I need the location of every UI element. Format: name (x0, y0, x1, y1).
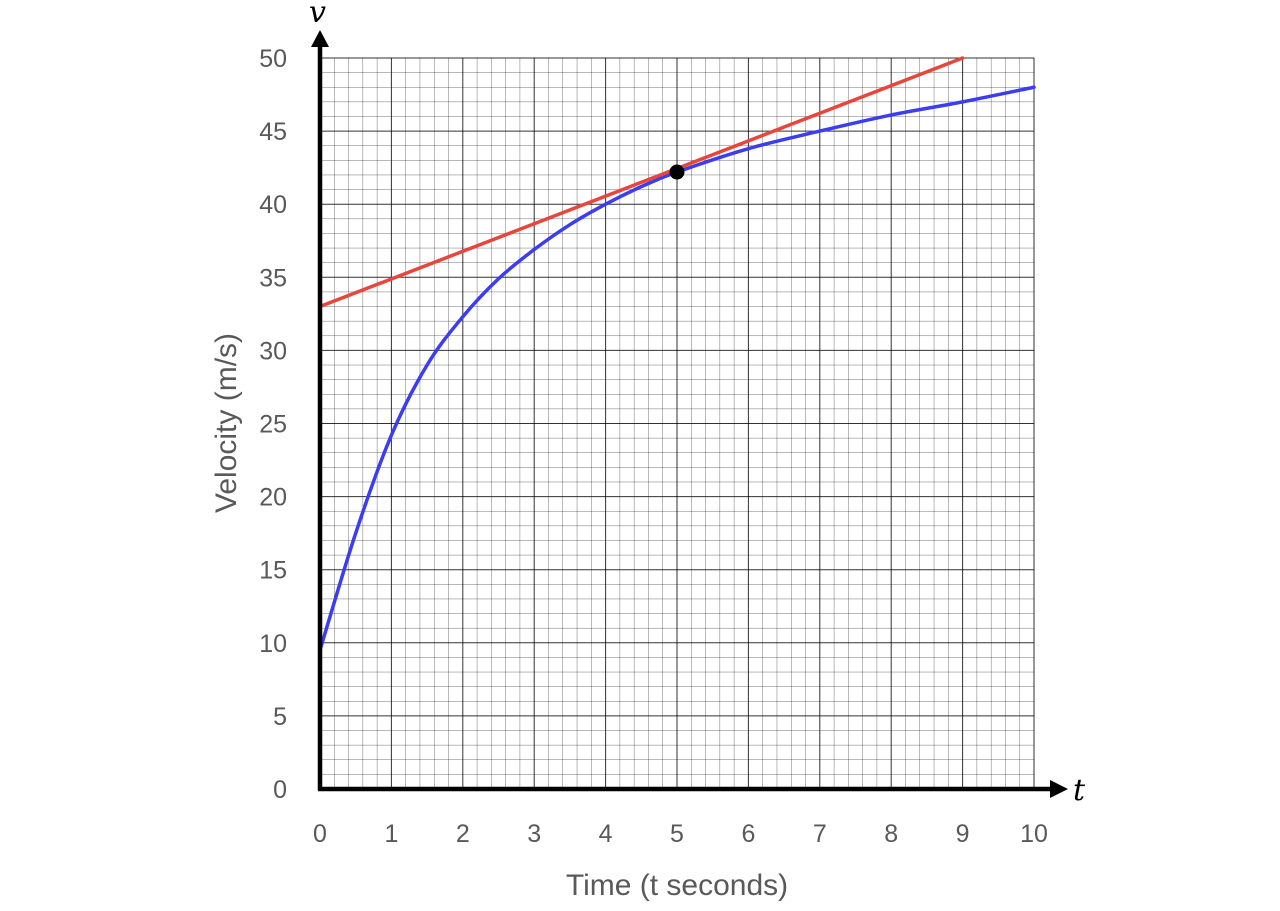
x-tick-label: 6 (741, 820, 755, 848)
y-tick-label: 50 (259, 45, 287, 73)
x-axis-arrow (1050, 780, 1068, 798)
y-axis-symbol: v (309, 0, 326, 30)
x-tick-label: 5 (670, 820, 684, 848)
x-tick-label: 3 (527, 820, 541, 848)
x-tick-label: 1 (384, 820, 398, 848)
y-tick-label: 20 (259, 484, 287, 512)
x-tick-label: 4 (599, 820, 613, 848)
y-tick-label: 35 (259, 264, 287, 292)
x-axis-symbol: t (1073, 773, 1086, 808)
axes (311, 30, 1068, 798)
x-tick-label: 10 (1020, 820, 1048, 848)
y-axis-title: Velocity (m/s) (210, 333, 243, 513)
velocity-curve (318, 85, 1036, 652)
x-tick-label: 0 (313, 820, 327, 848)
y-tick-label: 45 (259, 118, 287, 146)
series-layer (318, 56, 1036, 652)
x-tick-label: 9 (956, 820, 970, 848)
grid (319, 57, 1035, 790)
y-tick-label: 0 (273, 776, 287, 804)
y-tick-label: 40 (259, 191, 287, 219)
y-tick-label: 30 (259, 337, 287, 365)
tangent-line (318, 56, 965, 309)
x-axis-title: Time (t seconds) (566, 869, 788, 902)
y-axis-arrow (311, 30, 329, 47)
x-tick-label: 2 (456, 820, 470, 848)
y-tick-label: 15 (259, 557, 287, 585)
x-tick-label: 8 (884, 820, 898, 848)
y-tick-label: 5 (273, 703, 287, 731)
tangent-point (669, 164, 685, 180)
y-tick-label: 10 (259, 630, 287, 658)
x-tick-label: 7 (813, 820, 827, 848)
y-tick-label: 25 (259, 411, 287, 439)
